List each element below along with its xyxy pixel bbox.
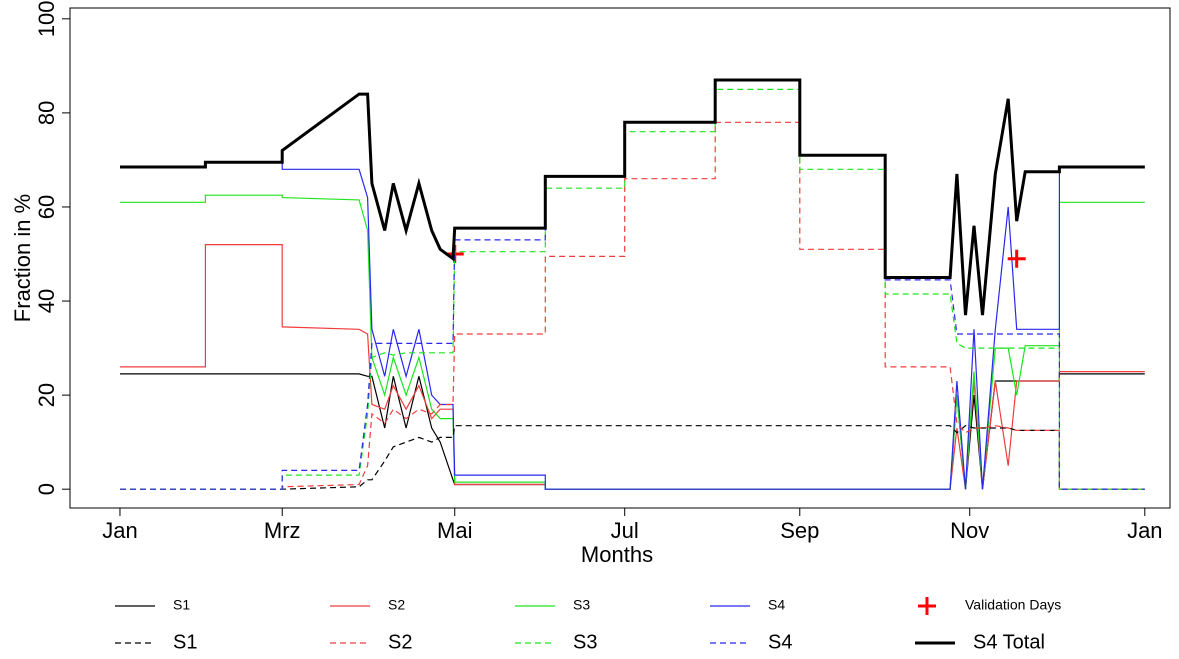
y-axis-title: Fraction in % (10, 194, 35, 322)
series-line (120, 79, 1145, 490)
legend-label: S3 (573, 631, 597, 653)
legend-label: S2 (388, 597, 405, 613)
legend-label: S1 (173, 597, 190, 613)
series-line (120, 121, 1145, 490)
x-tick-label: Mai (437, 518, 472, 543)
legend-label: S4 (768, 597, 785, 613)
x-tick-label: Sep (780, 518, 819, 543)
series-line (120, 244, 1145, 490)
validation-point (1007, 249, 1026, 268)
y-tick-label: 60 (34, 195, 59, 219)
legend-label: S2 (388, 631, 412, 653)
x-axis-title: Months (581, 542, 653, 567)
x-tick-label: Jan (102, 518, 137, 543)
series-line (120, 425, 1145, 490)
y-tick-label: 100 (34, 0, 59, 37)
plot-frame (69, 7, 1171, 509)
legend-label: S3 (573, 597, 590, 613)
series-line (120, 161, 1145, 490)
legend-symbol (918, 597, 936, 615)
y-tick-label: 40 (34, 289, 59, 313)
legend-label: S4 (768, 631, 792, 653)
x-tick-label: Jan (1127, 518, 1162, 543)
legend-label: S4 Total (973, 631, 1045, 653)
x-tick-label: Mrz (264, 518, 301, 543)
legend-label: S1 (173, 631, 197, 653)
y-tick-label: 0 (34, 483, 59, 495)
series-line (120, 194, 1145, 490)
x-tick-label: Jul (611, 518, 639, 543)
series-line (120, 88, 1145, 490)
y-tick-label: 20 (34, 383, 59, 407)
y-tick-label: 80 (34, 101, 59, 125)
x-tick-label: Nov (950, 518, 989, 543)
series-line (120, 78, 1145, 316)
legend-label: Validation Days (965, 597, 1061, 613)
